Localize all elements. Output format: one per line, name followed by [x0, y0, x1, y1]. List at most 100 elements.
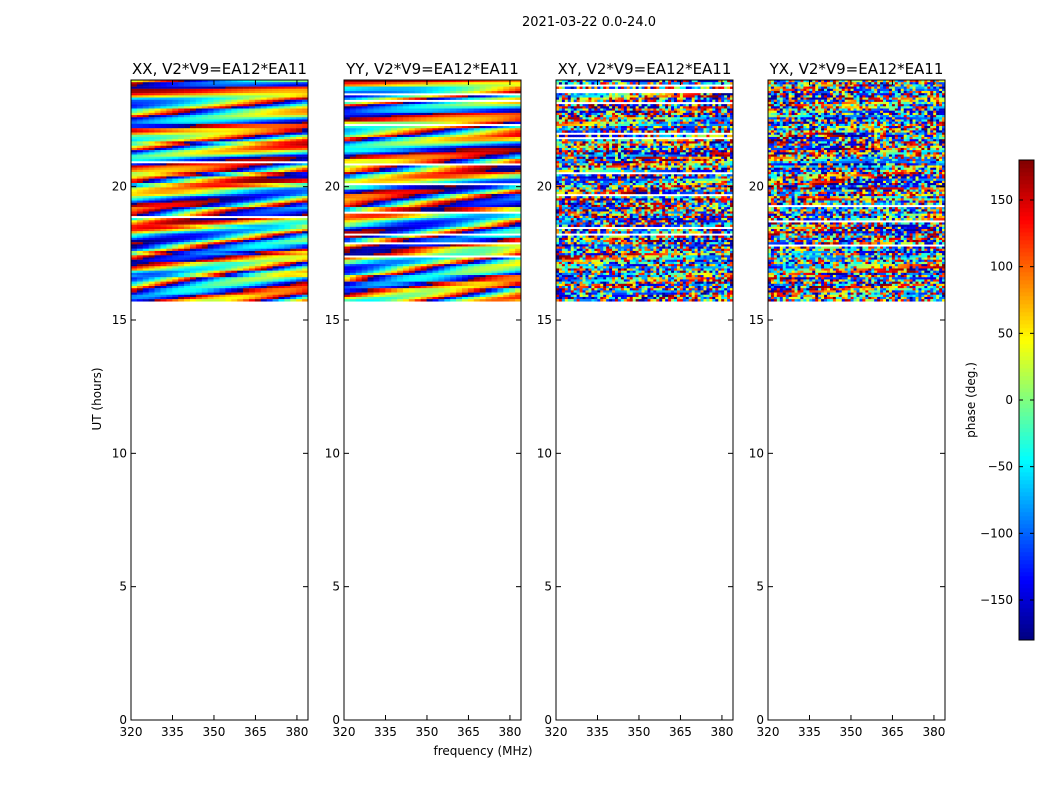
- heatmap-cell: [473, 167, 480, 171]
- heatmap-cell: [266, 272, 273, 276]
- heatmap-cell: [467, 145, 475, 149]
- heatmap-cell: [237, 257, 244, 260]
- heatmap-cell: [154, 266, 161, 269]
- heatmap-cell: [497, 191, 504, 195]
- heatmap-cell: [201, 299, 208, 302]
- heatmap-cell: [278, 169, 285, 173]
- heatmap-cell: [148, 209, 155, 212]
- heatmap-cell: [497, 193, 504, 197]
- heatmap-cell: [403, 156, 410, 160]
- heatmap-cell: [136, 279, 144, 282]
- heatmap-cell: [254, 97, 262, 100]
- heatmap-cell: [249, 158, 256, 162]
- heatmap-cell: [148, 80, 155, 83]
- heatmap-cell: [438, 193, 445, 197]
- heatmap-cell: [438, 112, 445, 116]
- heatmap-cell: [278, 220, 285, 223]
- heatmap-cell: [349, 207, 357, 210]
- heatmap-cell: [349, 200, 357, 203]
- heatmap-cell: [296, 191, 303, 195]
- heatmap-cell: [166, 220, 173, 223]
- heatmap-cell: [462, 130, 469, 133]
- heatmap-cell: [456, 198, 463, 201]
- heatmap-row: [344, 196, 522, 199]
- heatmap-cell: [249, 211, 256, 214]
- heatmap-cell: [148, 235, 155, 238]
- heatmap-cell: [450, 139, 457, 142]
- heatmap-cell: [509, 198, 516, 201]
- heatmap-cell: [503, 161, 510, 164]
- heatmap-cell: [231, 213, 238, 217]
- heatmap-cell: [355, 156, 362, 160]
- heatmap-cell: [491, 154, 498, 157]
- heatmap-cell: [491, 187, 498, 190]
- heatmap-cell: [349, 80, 357, 83]
- heatmap-cell: [456, 224, 463, 228]
- heatmap-cell: [296, 196, 303, 199]
- heatmap-cell: [426, 204, 433, 208]
- heatmap-cell: [344, 158, 351, 162]
- heatmap-cell: [278, 294, 285, 298]
- heatmap-cell: [391, 165, 398, 168]
- heatmap-cell: [166, 196, 173, 199]
- heatmap-cell: [201, 290, 208, 293]
- heatmap-cell: [154, 123, 161, 127]
- heatmap-cell: [426, 95, 433, 98]
- heatmap-cell: [284, 167, 291, 171]
- heatmap-cell: [302, 266, 309, 269]
- heatmap-cell: [361, 176, 368, 179]
- heatmap-row: [344, 187, 522, 190]
- heatmap-cell: [296, 90, 303, 94]
- heatmap-cell: [166, 95, 173, 98]
- heatmap-cell: [503, 108, 510, 111]
- heatmap-cell: [237, 101, 244, 105]
- heatmap-cell: [178, 231, 185, 234]
- heatmap-cell: [243, 147, 250, 151]
- heatmap-row: [131, 193, 309, 197]
- heatmap-cell: [213, 294, 220, 298]
- heatmap-cell: [172, 169, 179, 173]
- heatmap-cell: [479, 204, 486, 208]
- heatmap-cell: [397, 84, 404, 87]
- heatmap-cell: [201, 156, 208, 160]
- heatmap-cell: [355, 134, 362, 138]
- heatmap-cell: [503, 193, 510, 197]
- heatmap-cell: [462, 90, 469, 94]
- heatmap-cell: [456, 200, 463, 203]
- heatmap-cell: [473, 130, 480, 133]
- heatmap-cell: [444, 106, 451, 109]
- heatmap-cell: [195, 198, 203, 201]
- heatmap-cell: [142, 294, 149, 298]
- heatmap-cell: [131, 123, 138, 127]
- heatmap-cell: [397, 178, 404, 181]
- heatmap-cell: [379, 174, 386, 177]
- heatmap-cell: [213, 130, 220, 133]
- heatmap-cell: [438, 95, 445, 98]
- heatmap-cell: [172, 200, 179, 203]
- heatmap-cell: [142, 275, 149, 278]
- heatmap-cell: [296, 130, 303, 133]
- heatmap-cell: [373, 121, 380, 125]
- heatmap-cell: [420, 106, 427, 109]
- heatmap-cell: [225, 167, 232, 171]
- heatmap-cell: [254, 268, 262, 271]
- heatmap-cell: [272, 204, 279, 208]
- heatmap-cell: [178, 283, 185, 287]
- heatmap-cell: [302, 209, 309, 212]
- heatmap-cell: [284, 211, 291, 214]
- heatmap-cell: [266, 169, 273, 173]
- heatmap-cell: [385, 204, 392, 208]
- heatmap-cell: [166, 281, 173, 284]
- heatmap-cell: [290, 101, 297, 105]
- heatmap-cell: [479, 161, 486, 164]
- heatmap-cell: [131, 128, 138, 131]
- heatmap-cell: [190, 213, 197, 217]
- heatmap-cell: [166, 108, 173, 111]
- heatmap-cell: [260, 296, 267, 300]
- heatmap-cell: [467, 180, 475, 184]
- heatmap-cell: [148, 99, 155, 103]
- heatmap-cell: [456, 150, 463, 153]
- heatmap-cell: [154, 198, 161, 201]
- heatmap-cell: [426, 145, 433, 149]
- heatmap-cell: [207, 279, 214, 282]
